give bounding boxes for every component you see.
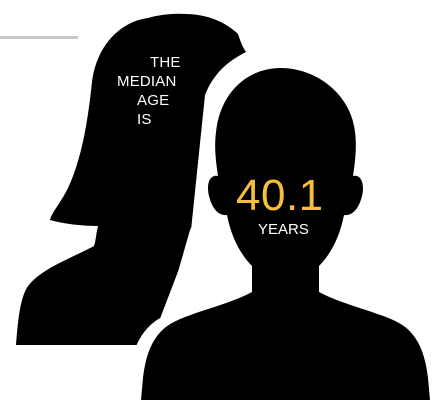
male-silhouette-icon — [141, 68, 430, 400]
lead-word-3: AGE — [137, 92, 170, 109]
female-silhouette-icon — [16, 13, 246, 346]
median-age-value: 40.1 — [236, 171, 324, 220]
decorative-rule — [0, 36, 78, 39]
lead-word-4: IS — [137, 111, 152, 128]
median-age-unit: YEARS — [258, 221, 309, 238]
lead-word-2: MEDIAN — [117, 73, 177, 90]
lead-word-1: THE — [150, 54, 181, 71]
